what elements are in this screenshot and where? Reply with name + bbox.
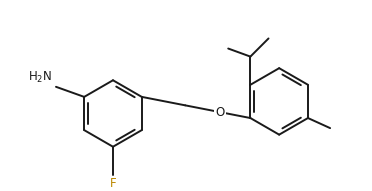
- Text: O: O: [215, 106, 225, 119]
- Text: F: F: [110, 177, 116, 190]
- Text: H$_2$N: H$_2$N: [28, 70, 52, 85]
